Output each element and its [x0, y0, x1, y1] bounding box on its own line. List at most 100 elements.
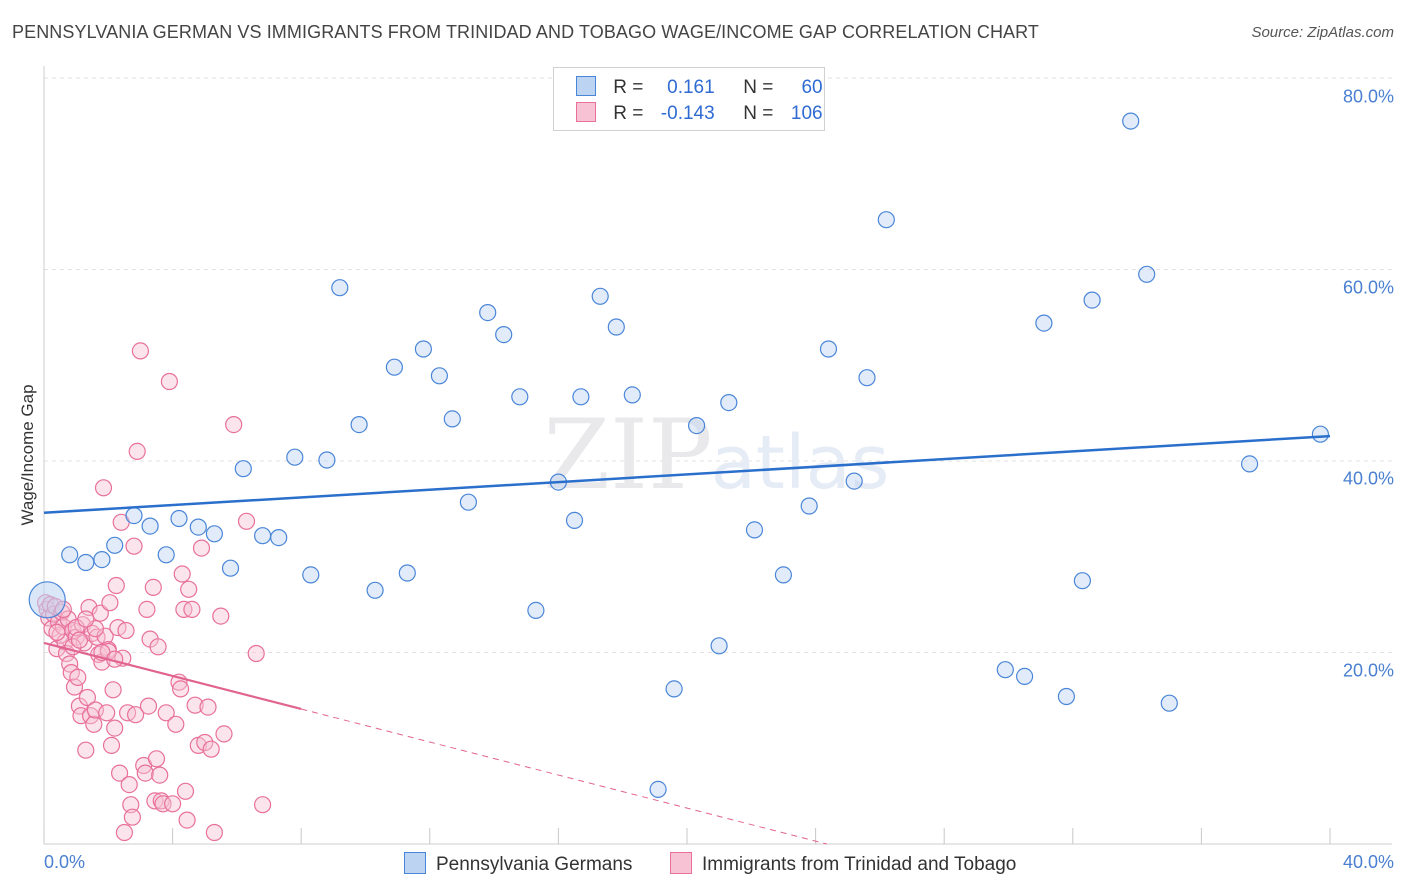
data-point	[86, 701, 105, 719]
data-point	[180, 580, 198, 598]
data-point	[147, 750, 166, 768]
data-point	[196, 733, 214, 752]
data-point	[85, 715, 103, 733]
data-point	[247, 644, 265, 663]
data-point	[157, 546, 175, 564]
data-point	[286, 448, 304, 466]
data-point	[1073, 572, 1092, 590]
data-point	[430, 367, 448, 385]
series-legend: Pennsylvania Germans Immigrants from Tri…	[0, 852, 1406, 878]
trend-line-pennsylvania-germans	[43, 434, 1331, 514]
series-pennsylvania-germans	[28, 112, 1330, 799]
data-point	[398, 564, 416, 582]
data-point	[102, 736, 121, 755]
legend-label: Immigrants from Trinidad and Tobago	[702, 854, 1017, 875]
watermark: ZIP atlas	[543, 399, 889, 511]
data-point	[572, 388, 590, 406]
data-point	[117, 621, 135, 640]
data-point	[78, 688, 97, 707]
data-point	[1138, 265, 1156, 283]
data-point	[591, 287, 609, 305]
correlation-legend: R = 0.161 N = 60 R = -0.143 N = 106	[553, 67, 825, 131]
source-label: Source: ZipAtlas.com	[1251, 24, 1394, 41]
data-point	[186, 696, 204, 714]
data-point	[65, 678, 84, 696]
data-point	[649, 780, 667, 799]
legend-row-pennsylvania-germans: R = 0.161 N = 60	[576, 76, 823, 100]
data-point	[131, 342, 149, 360]
data-point	[225, 416, 243, 434]
data-point	[565, 511, 584, 530]
data-point	[125, 537, 143, 555]
data-point	[877, 211, 895, 229]
data-point	[199, 698, 217, 716]
data-point	[234, 460, 252, 478]
data-point	[302, 566, 320, 584]
data-point	[173, 565, 191, 583]
data-point	[183, 600, 201, 619]
data-point	[819, 340, 838, 358]
data-point	[122, 796, 140, 814]
data-point	[1035, 314, 1053, 332]
r-value: 0.161	[667, 77, 715, 98]
data-point	[70, 631, 89, 649]
trend-line-extension	[301, 708, 827, 845]
axes	[43, 66, 1392, 845]
data-point	[385, 358, 403, 376]
data-point	[178, 811, 196, 829]
data-point	[318, 451, 336, 469]
data-point	[160, 372, 178, 391]
data-point	[858, 369, 876, 387]
data-point	[141, 517, 159, 535]
data-point	[138, 600, 156, 619]
data-point	[128, 442, 146, 460]
trend-lines	[43, 434, 1331, 845]
y-tick-label: 80.0%	[1342, 86, 1394, 107]
x-tick-label: 0.0%	[44, 852, 86, 872]
data-point	[443, 410, 461, 428]
legend-item-immigrants-trinidad-tobago: Immigrants from Trinidad and Tobago	[670, 852, 1016, 876]
data-point	[1240, 455, 1259, 473]
data-point	[366, 581, 384, 599]
data-point	[800, 497, 818, 515]
data-point	[845, 472, 863, 490]
data-point	[607, 318, 625, 336]
data-point	[212, 607, 230, 625]
legend-item-pennsylvania-germans: Pennsylvania Germans	[404, 852, 632, 876]
data-point	[48, 623, 66, 642]
data-point	[189, 518, 207, 536]
n-value: 106	[790, 103, 823, 124]
data-point	[495, 326, 513, 344]
data-point	[77, 553, 95, 572]
legend-row-immigrants-trinidad-tobago: R = -0.143 N = 106	[576, 102, 823, 126]
data-point	[61, 546, 79, 564]
data-point	[154, 795, 172, 813]
data-point	[215, 725, 233, 743]
r-value: -0.143	[660, 103, 715, 124]
data-point	[1311, 425, 1330, 443]
y-tick-label: 40.0%	[1342, 468, 1394, 489]
watermark-zip: ZIP	[543, 399, 712, 511]
legend-label: Pennsylvania Germans	[436, 854, 633, 875]
data-point	[152, 792, 170, 810]
data-point	[205, 525, 223, 543]
data-point	[192, 539, 211, 557]
data-point	[170, 509, 188, 528]
data-point	[167, 715, 185, 733]
data-point	[1160, 694, 1178, 712]
data-point	[93, 550, 111, 569]
data-point	[101, 594, 119, 612]
n-label: N =	[743, 103, 774, 124]
data-point	[237, 512, 256, 530]
r-label: R =	[613, 103, 644, 124]
data-point	[164, 795, 182, 813]
data-point	[254, 527, 272, 545]
data-point	[745, 521, 764, 539]
data-point	[1122, 112, 1140, 130]
data-point	[202, 740, 220, 758]
chart-title: PENNSYLVANIA GERMAN VS IMMIGRANTS FROM T…	[12, 22, 1040, 42]
blue-swatch-icon	[404, 852, 426, 874]
data-point	[665, 680, 683, 698]
data-point	[110, 764, 129, 782]
data-point	[98, 704, 116, 722]
